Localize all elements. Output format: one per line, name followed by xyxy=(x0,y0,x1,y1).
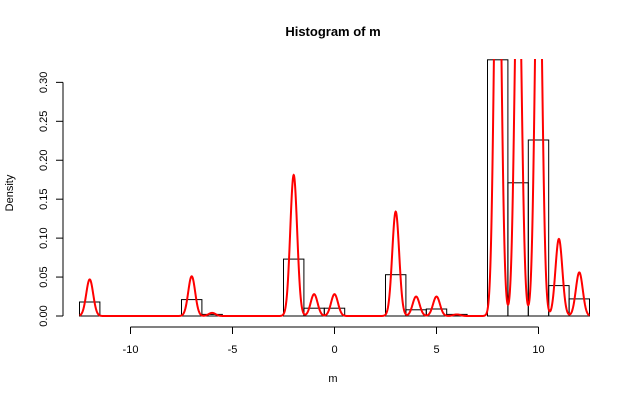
y-tick-label: 0.25 xyxy=(38,111,50,132)
histogram-bar xyxy=(283,258,305,317)
x-axis-label: m xyxy=(328,373,337,385)
histogram-bar xyxy=(323,307,346,317)
x-tick-label: 5 xyxy=(433,344,439,356)
y-tick-label: 0.20 xyxy=(38,150,50,171)
y-axis: 0.00 0.05 0.10 0.15 0.20 0.25 0.30 xyxy=(38,72,64,327)
chart-title: Histogram of m xyxy=(285,24,380,39)
y-tick-label: 0.15 xyxy=(38,188,50,209)
x-tick-label: 0 xyxy=(331,344,337,356)
plot-area xyxy=(79,59,590,317)
x-tick-label: -5 xyxy=(228,344,238,356)
histogram-bar xyxy=(181,299,203,317)
density-curve xyxy=(79,59,590,317)
y-tick-label: 0.00 xyxy=(38,305,50,326)
y-tick-label: 0.05 xyxy=(38,266,50,287)
histogram-bar xyxy=(568,298,590,317)
x-axis: -10 -5 0 5 10 xyxy=(123,326,545,356)
x-tick-label: -10 xyxy=(123,344,139,356)
histogram-bar xyxy=(425,308,448,317)
y-tick-label: 0.10 xyxy=(38,227,50,248)
histogram-bar xyxy=(385,274,407,317)
histogram-bar xyxy=(79,301,101,317)
y-axis-label: Density xyxy=(4,174,16,211)
histogram-bar xyxy=(527,139,550,317)
x-tick-label: 10 xyxy=(532,344,544,356)
y-tick-label: 0.30 xyxy=(38,72,50,93)
